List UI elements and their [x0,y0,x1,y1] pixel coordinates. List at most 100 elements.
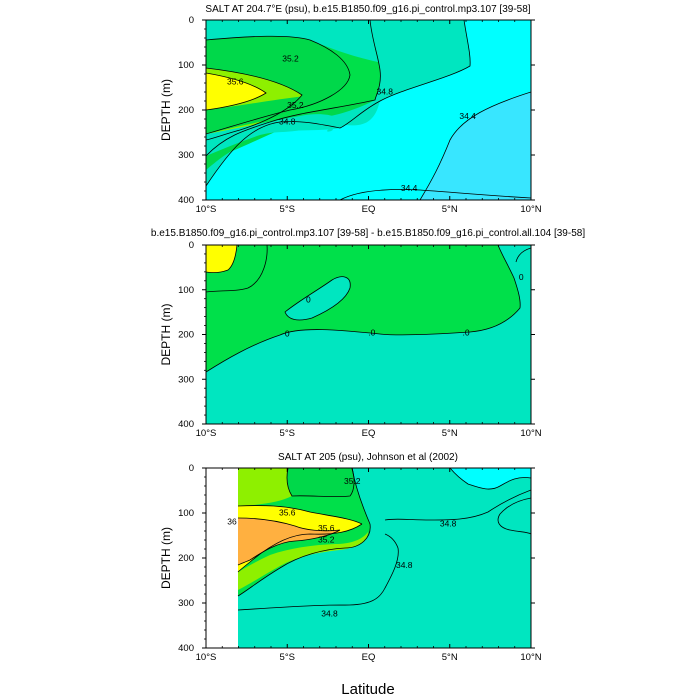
y-axis-title: DEPTH (m) [159,304,173,366]
x-tick-label: EQ [362,652,376,663]
x-tick-label: 10°S [196,428,217,439]
y-tick-label: 200 [178,105,194,116]
x-tick-label: 10°S [196,204,217,215]
y-tick-label: 200 [178,553,194,564]
panel-3-contour-34-8-squiggle [497,497,531,535]
panel-3-region-green-lower [238,532,368,590]
panel-2-region-positive [206,245,521,372]
panel-3-contour-34-8-right [384,489,531,521]
panel-1-band-lower-34-8 [206,114,343,156]
panel-1-contour-labels: 35.2 35.6 34.8 35.2 34.8 34.4 34.4 [227,53,476,193]
contour-label: 0 [519,272,524,282]
y-tick-label: 0 [189,15,194,26]
panel-3-region-35-2-top [287,468,355,497]
y-tick-label: 100 [178,60,194,71]
y-tick-label: 400 [178,195,194,206]
y-tick-label: 100 [178,285,194,296]
panel-1-band-36 [206,73,266,110]
panel-3-region-35-6-36 [238,468,292,506]
contour-label: 35.2 [282,53,299,63]
panel-2-axes: 10°S 5°S EQ 5°N 10°N 0 100 200 300 400 DEPTH (m) [159,240,542,439]
panel-1-contour-35-2-outer [206,20,381,157]
panel-1-contour-35-2-upper [206,35,351,135]
x-tick-label: 10°N [520,204,541,215]
panel-1-axes: 10°S 5°S EQ 5°N 10°N 0 100 200 300 400 DEPTH (m) [159,15,542,215]
panel-3-contour-35-6-upper [237,505,363,525]
x-tick-label: 5°S [280,652,295,663]
panel-2-contour-zero-main [206,245,521,373]
contour-label: .0 [462,327,469,337]
contour-label: 35.6 [227,76,244,86]
x-tick-label: 5°N [442,204,458,215]
y-tick-label: 400 [178,643,194,654]
y-tick-label: 100 [178,508,194,519]
x-axis-title: Latitude [341,681,394,698]
panel-2-contour-right [515,247,531,263]
panel-2-contour-zero-pocket [284,276,351,321]
panel-1: SALT AT 204.7°E (psu), b.e15.B1850.f09_g… [159,4,542,215]
x-tick-label: 5°N [442,428,458,439]
x-tick-label: 5°N [442,652,458,663]
contour-label: 34.4 [459,111,476,121]
contour-label: 34.8 [321,609,338,619]
panel-3-contour-34-8-top [449,468,531,490]
panel-2-title: b.e15.B1850.f09_g16.pi_control.mp3.107 [… [151,228,585,239]
panel-3-contour-35-2 [237,468,371,597]
x-tick-label: 10°N [520,652,541,663]
contour-label: 35.6 [318,523,335,533]
contour-label: 36 [227,516,237,526]
contour-label: 0 [306,294,311,304]
contour-label: 34.8 [376,86,393,96]
panel-3-contour-36 [237,517,341,566]
y-tick-label: 400 [178,419,194,430]
panel-1-contour-36 [206,72,267,111]
panel-3-no-data [206,468,238,648]
x-tick-label: EQ [362,428,376,439]
y-axis-title: DEPTH (m) [159,527,173,589]
contour-label: 34.4 [401,183,418,193]
panel-1-band-lower-35-2 [206,96,306,134]
panel-2-contour-labels: 0 0 0 .0 .0 [285,272,524,339]
panel-3-title: SALT AT 205 (psu), Johnson et al (2002) [278,452,458,463]
y-tick-label: 0 [189,463,194,474]
x-tick-label: 5°S [280,428,295,439]
y-axis-title: DEPTH (m) [159,79,173,141]
panel-2-region-large-outer [206,245,268,292]
y-tick-label: 0 [189,240,194,251]
panel-2-region-pocket [285,276,351,320]
panel-2-plot-area: 0 0 0 .0 .0 [206,245,531,424]
panel-3: SALT AT 205 (psu), Johnson et al (2002) … [159,452,542,663]
panel-2-region-large [206,245,237,273]
panel-3-contour-34-8-lower [237,533,399,611]
panel-1-title: SALT AT 204.7°E (psu), b.e15.B1850.f09_g… [205,4,530,15]
panel-3-axes: 10°S 5°S EQ 5°N 10°N 0 100 200 300 400 DEPTH (m) [159,463,542,663]
panel-1-contour-34-4-b [339,189,531,200]
contour-label: 35.2 [287,100,304,110]
contour-label: 35.6 [279,507,296,517]
contour-label: 34.8 [396,560,413,570]
panel-3-contour-35-2-top [286,468,355,498]
x-tick-label: 5°S [280,204,295,215]
y-tick-label: 300 [178,374,194,385]
panel-1-band-upper [206,20,378,62]
panel-2-contour-large-outer [206,245,268,293]
y-tick-label: 300 [178,598,194,609]
contour-label: 34.8 [279,116,296,126]
x-tick-label: EQ [362,204,376,215]
y-tick-label: 300 [178,150,194,161]
x-tick-label: 10°N [520,428,541,439]
panel-1-contour-34-4-a [419,91,531,200]
x-tick-label: 10°S [196,652,217,663]
y-tick-label: 200 [178,330,194,341]
contour-label: 35.2 [344,476,361,486]
contour-label: 0 [285,329,290,339]
contour-label: .0 [368,327,375,337]
panel-1-contour-35-6 [206,67,303,141]
panel-2-contour-large-inner [206,245,238,273]
contour-label: 35.2 [318,534,335,544]
panel-2: b.e15.B1850.f09_g16.pi_control.mp3.107 [… [151,228,585,439]
panel-3-contour-35-6-lower [237,523,363,573]
